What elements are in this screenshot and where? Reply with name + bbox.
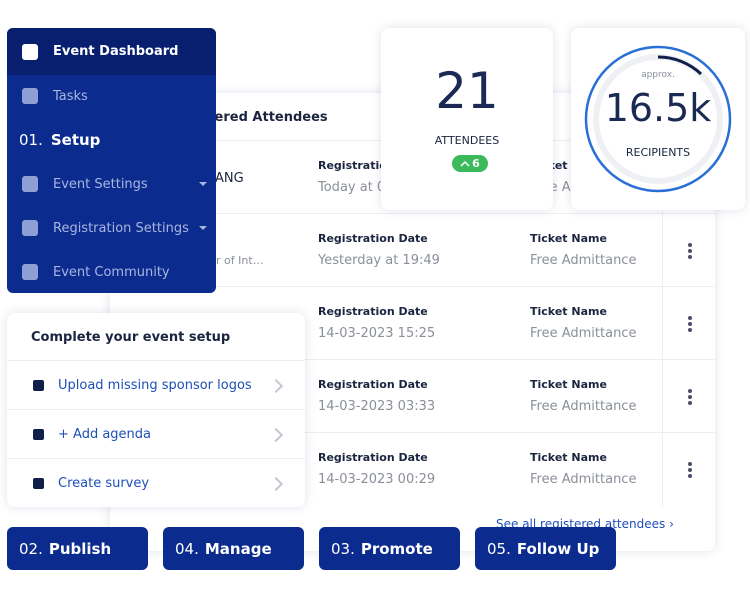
- sidebar-label: Event Settings: [53, 176, 148, 192]
- step-button[interactable]: 03. Promote: [319, 527, 460, 570]
- table-row: Registration Date 14-03-2023 00:29 Ticket …: [110, 432, 715, 506]
- step-button[interactable]: 04. Manage: [163, 527, 304, 570]
- sidebar-icon: [22, 176, 38, 192]
- date-value: 14-03-2023 00:29: [318, 472, 436, 487]
- step-label: Setup: [50, 131, 101, 149]
- sidebar-item[interactable]: Event Community: [7, 250, 216, 293]
- step-number: 05.: [487, 539, 511, 558]
- ticket-value: Free Admittance: [530, 399, 637, 414]
- menu-dot: [688, 468, 692, 472]
- sidebar-icon: [22, 43, 38, 60]
- step-number: 04.: [175, 539, 199, 558]
- table-row: Registration Date 14-03-2023 15:25 Ticket …: [110, 286, 715, 360]
- change-value: 6: [472, 157, 480, 170]
- menu-dot: [688, 316, 692, 320]
- menu-dot: [688, 462, 692, 466]
- ticket-value: Free Admittance: [530, 326, 637, 341]
- step-number: 02.: [19, 539, 43, 558]
- chevron: [268, 427, 284, 442]
- menu-dot: [688, 401, 692, 405]
- menu-dot: [688, 328, 692, 332]
- setup-icon: [33, 380, 44, 391]
- attendees-label: ATTENDEES: [434, 134, 500, 147]
- setup-card: Complete your event setup Upload missing…: [7, 313, 305, 507]
- ticket-value: Free Admittance: [530, 472, 637, 487]
- setup-title: Complete your event setup: [31, 330, 231, 345]
- ticket-label: Ticket Name: [530, 232, 607, 245]
- step-button[interactable]: 05. Follow Up: [475, 527, 616, 570]
- sidebar-item[interactable]: Registration Settings: [7, 206, 216, 250]
- attendee-name: ANG: [215, 171, 244, 186]
- setup-icon: [33, 478, 44, 489]
- menu-dot: [688, 249, 692, 253]
- recipients-ring: [584, 45, 732, 193]
- ticket-label: Ticket Name: [530, 305, 607, 318]
- setup-item[interactable]: Create survey: [7, 458, 305, 508]
- chevron: [268, 378, 284, 393]
- ticket-label: Ticket Name: [530, 378, 607, 391]
- recipients-card: approx. 16.5k RECIPIENTS: [571, 28, 745, 210]
- ticket-value: Free Admittance: [530, 253, 637, 268]
- step-button[interactable]: 02. Publish: [7, 527, 148, 570]
- date-label: Registration Date: [318, 232, 428, 245]
- setup-label: Upload missing sponsor logos: [58, 378, 252, 393]
- step-label: Follow Up: [516, 539, 600, 558]
- menu-dot: [688, 255, 692, 259]
- step-label: Promote: [360, 539, 433, 558]
- change-badge: 6: [452, 155, 488, 172]
- setup-label: Create survey: [58, 476, 150, 491]
- approx-label: approx.: [641, 70, 675, 80]
- sidebar-icon: [22, 264, 38, 280]
- date-label: Registration Date: [318, 451, 428, 464]
- row-menu[interactable]: [662, 214, 716, 287]
- step-label: Publish: [48, 539, 112, 558]
- sidebar-label: Tasks: [53, 88, 88, 104]
- attendees-card: 21 ATTENDEES 6: [381, 28, 553, 210]
- sidebar-icon: [22, 88, 38, 104]
- step-number: 01.: [19, 131, 43, 149]
- date-label: Registration Date: [318, 305, 428, 318]
- table-row: Registration Date 14-03-2023 03:33 Ticket …: [110, 359, 715, 433]
- attendees-count: 21: [435, 62, 499, 120]
- chevron: [268, 476, 284, 491]
- row-menu[interactable]: [662, 287, 716, 360]
- row-menu[interactable]: [662, 360, 716, 433]
- recipients-label: RECIPIENTS: [625, 146, 691, 159]
- sidebar-label: Event Community: [53, 264, 170, 280]
- sidebar: Event Dashboard Tasks 01. Setup Event Settin…: [7, 28, 216, 293]
- caret: [199, 226, 207, 230]
- date-label: Registration Date: [318, 378, 428, 391]
- ticket-label: Ticket Name: [530, 451, 607, 464]
- sidebar-label: Event Dashboard: [53, 44, 179, 59]
- menu-dot: [688, 474, 692, 478]
- sidebar-item[interactable]: Event Settings: [7, 162, 216, 206]
- setup-icon: [33, 429, 44, 440]
- sidebar-icon: [22, 220, 38, 236]
- date-label: Registration: [318, 159, 395, 172]
- step-label: Manage: [204, 539, 272, 558]
- menu-dot: [688, 389, 692, 393]
- table-row: tor of Int… Registration Date Yesterday at…: [110, 213, 715, 287]
- sidebar-item[interactable]: 01. Setup: [7, 118, 216, 162]
- menu-dot: [688, 243, 692, 247]
- step-number: 03.: [331, 539, 355, 558]
- attendee-name: tor of Int…: [205, 254, 264, 267]
- sidebar-item[interactable]: Tasks: [7, 74, 216, 118]
- recipients-count: 16.5k: [604, 86, 712, 130]
- setup-label: + Add agenda: [58, 427, 151, 442]
- row-menu[interactable]: [662, 433, 716, 506]
- caret: [199, 182, 207, 186]
- sidebar-label: Registration Settings: [53, 220, 189, 236]
- setup-item[interactable]: Upload missing sponsor logos: [7, 360, 305, 410]
- date-value: 14-03-2023 03:33: [318, 399, 436, 414]
- menu-dot: [688, 395, 692, 399]
- date-value: Yesterday at 19:49: [318, 253, 440, 268]
- menu-dot: [688, 322, 692, 326]
- setup-item[interactable]: + Add agenda: [7, 409, 305, 459]
- date-value: 14-03-2023 15:25: [318, 326, 436, 341]
- up-icon: [460, 160, 470, 167]
- date-value: Today at 0: [318, 180, 386, 195]
- sidebar-item[interactable]: Event Dashboard: [7, 28, 216, 75]
